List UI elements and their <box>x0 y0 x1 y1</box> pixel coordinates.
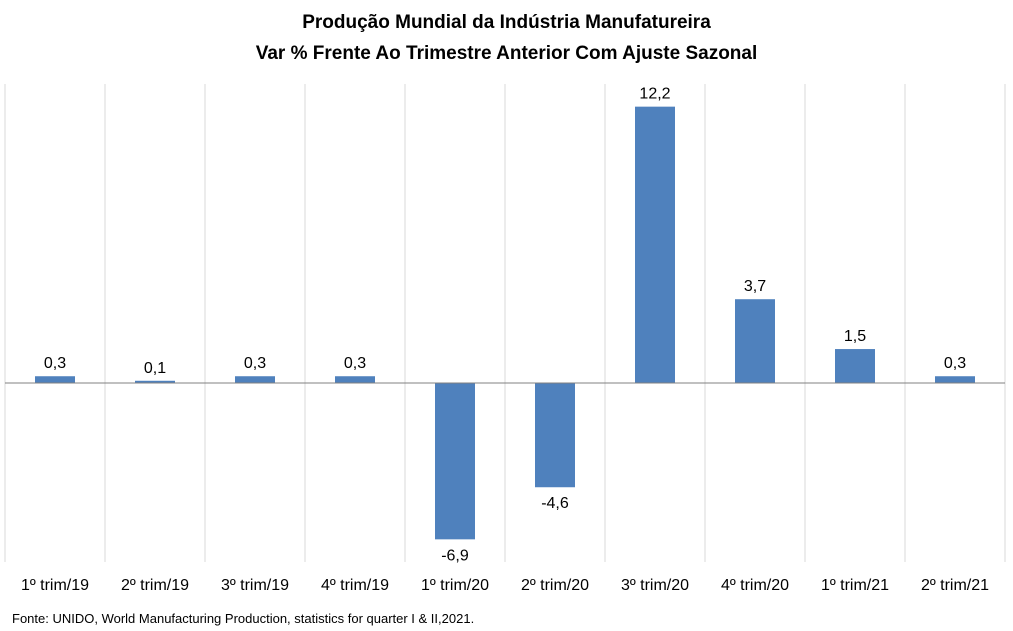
category-label: 1º trim/20 <box>421 577 489 594</box>
bar <box>935 376 975 384</box>
category-label: 2º trim/19 <box>121 577 189 594</box>
category-label: 3º trim/19 <box>221 577 289 594</box>
data-label: 0,1 <box>144 360 166 377</box>
data-label: 0,3 <box>44 355 66 372</box>
bar <box>235 376 275 384</box>
source-note: Fonte: UNIDO, World Manufacturing Produc… <box>12 611 475 626</box>
category-label: 4º trim/20 <box>721 577 789 594</box>
data-labels: 0,3 0,1 0,3 0,3 -6,9 -4,6 12,2 3,7 1,5 0,3 <box>44 86 966 565</box>
category-labels: 1º trim/19 2º trim/19 3º trim/19 4º trim/19… <box>21 577 989 594</box>
bar <box>135 380 175 384</box>
bar <box>835 349 875 384</box>
category-label: 3º trim/20 <box>621 577 689 594</box>
data-label: -6,9 <box>441 547 469 564</box>
category-label: 2º trim/21 <box>921 577 989 594</box>
data-label: 12,2 <box>639 86 670 103</box>
data-label: -4,6 <box>541 495 569 512</box>
category-label: 1º trim/19 <box>21 577 89 594</box>
data-label: 3,7 <box>744 278 766 295</box>
bar <box>435 383 475 540</box>
data-label: 0,3 <box>344 355 366 372</box>
chart-subtitle: Var % Frente Ao Trimestre Anterior Com A… <box>255 43 758 64</box>
bars <box>35 106 975 540</box>
bar <box>35 376 75 384</box>
grid-lines <box>4 84 1006 562</box>
bar <box>735 299 775 384</box>
bar <box>535 383 575 488</box>
bar <box>335 376 375 384</box>
data-label: 0,3 <box>244 355 266 372</box>
bar <box>635 106 675 384</box>
category-label: 2º trim/20 <box>521 577 589 594</box>
data-label: 1,5 <box>844 328 866 345</box>
data-label: 0,3 <box>944 355 966 372</box>
category-label: 1º trim/21 <box>821 577 889 594</box>
chart-title: Produção Mundial da Indústria Manufature… <box>302 12 711 33</box>
category-label: 4º trim/19 <box>321 577 389 594</box>
